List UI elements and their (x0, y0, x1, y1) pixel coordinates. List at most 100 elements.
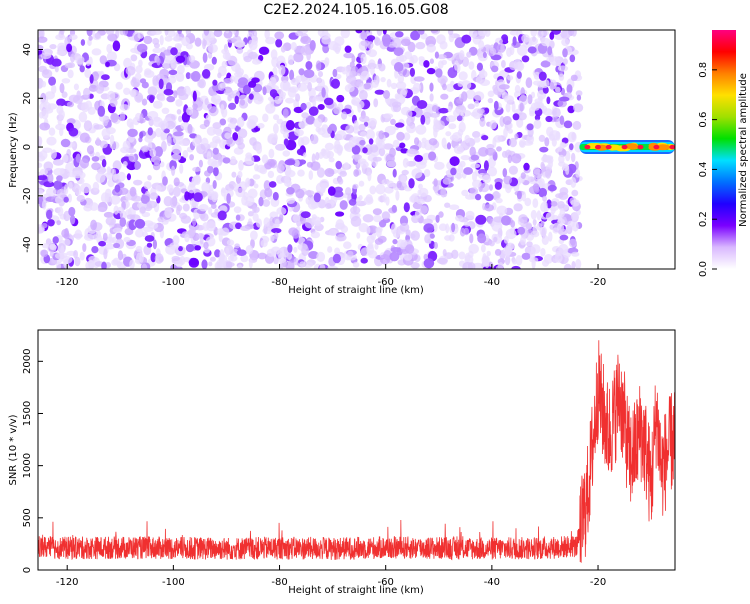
noise-speckle (318, 71, 323, 78)
noise-speckle (430, 112, 440, 118)
noise-speckle (79, 251, 85, 261)
noise-speckle (448, 234, 455, 242)
noise-speckle (42, 243, 50, 249)
noise-speckle (250, 230, 258, 241)
noise-speckle (571, 261, 576, 269)
noise-speckle (227, 122, 237, 130)
noise-speckle (334, 247, 341, 255)
noise-speckle (516, 117, 524, 128)
noise-speckle (360, 31, 368, 40)
noise-speckle (386, 160, 397, 168)
noise-speckle (390, 223, 397, 235)
noise-speckle (458, 71, 468, 81)
noise-speckle (489, 120, 497, 130)
noise-speckle (293, 52, 304, 63)
noise-speckle (237, 142, 245, 150)
noise-speckle (48, 127, 56, 136)
noise-speckle (230, 156, 236, 164)
noise-speckle (532, 219, 537, 226)
noise-speckle (516, 71, 522, 79)
noise-speckle (542, 86, 549, 94)
noise-speckle (487, 166, 498, 177)
noise-speckle (441, 137, 447, 149)
noise-speckle (494, 178, 503, 184)
noise-speckle (150, 30, 162, 36)
noise-speckle (373, 214, 382, 223)
y-tick-label: 20 (22, 92, 33, 105)
noise-speckle (381, 211, 390, 220)
noise-speckle (149, 192, 159, 200)
noise-speckle (375, 183, 386, 195)
noise-speckle (264, 161, 273, 170)
noise-speckle (435, 214, 440, 223)
noise-speckle (295, 30, 304, 37)
noise-speckle (426, 43, 436, 53)
noise-speckle (446, 142, 452, 150)
noise-speckle (182, 203, 190, 212)
noise-speckle (501, 60, 506, 68)
noise-speckle (516, 44, 528, 56)
noise-speckle (317, 104, 325, 110)
noise-speckle (336, 233, 347, 242)
spectrogram-y-label: Frequency (Hz) (8, 112, 19, 188)
noise-speckle (327, 246, 333, 253)
noise-speckle (57, 117, 62, 126)
noise-speckle (263, 224, 268, 235)
noise-speckle (495, 197, 503, 204)
noise-speckle (91, 162, 101, 171)
noise-speckle (206, 221, 216, 232)
noise-speckle (334, 36, 345, 46)
noise-speckle (380, 77, 386, 83)
noise-speckle (43, 161, 54, 171)
noise-speckle (419, 187, 429, 197)
noise-speckle (139, 78, 147, 84)
noise-speckle (394, 93, 401, 100)
noise-speckle (278, 64, 286, 76)
noise-speckle (520, 87, 525, 98)
noise-speckle (550, 205, 556, 215)
noise-speckle (375, 226, 383, 233)
noise-speckle (558, 96, 570, 102)
noise-speckle (41, 81, 47, 88)
noise-speckle (543, 254, 554, 264)
noise-speckle (538, 71, 547, 81)
noise-speckle (331, 78, 340, 89)
noise-speckle (134, 218, 146, 229)
noise-speckle (519, 102, 524, 112)
noise-speckle (285, 169, 296, 178)
noise-speckle (543, 201, 548, 212)
noise-speckle (486, 47, 497, 57)
noise-speckle (60, 138, 71, 148)
noise-speckle (544, 137, 550, 147)
noise-speckle (409, 67, 415, 77)
noise-speckle (458, 251, 466, 260)
snr-panel: -120 -100 -80 -60 -40 -20 0 500 1000 1500 2000 He… (8, 329, 676, 596)
noise-speckle (185, 244, 195, 253)
noise-speckle (403, 132, 411, 141)
noise-speckle (55, 34, 66, 41)
snr-y-label: SNR (10 * v/v) (8, 414, 19, 485)
noise-speckle (392, 104, 402, 113)
noise-speckle (345, 187, 352, 196)
noise-speckle (187, 123, 193, 134)
noise-speckle (491, 65, 499, 73)
noise-speckle (166, 135, 172, 147)
noise-speckle (348, 136, 357, 148)
noise-speckle (479, 79, 491, 86)
colorbar-ticks: 0.0 0.2 0.4 0.6 0.8 (698, 62, 717, 277)
noise-speckle (236, 116, 245, 128)
noise-speckle (532, 198, 539, 209)
noise-speckle (460, 155, 471, 161)
noise-speckle (219, 82, 226, 89)
noise-speckle (92, 181, 100, 192)
noise-speckle (184, 233, 190, 243)
noise-speckle (482, 51, 487, 59)
noise-speckle (273, 123, 279, 134)
noise-speckle (487, 217, 493, 225)
noise-speckle (367, 117, 378, 127)
noise-speckle (135, 72, 142, 80)
noise-speckle (500, 43, 505, 54)
noise-speckle (173, 177, 180, 187)
noise-speckle (289, 69, 295, 81)
noise-speckle (319, 263, 326, 269)
